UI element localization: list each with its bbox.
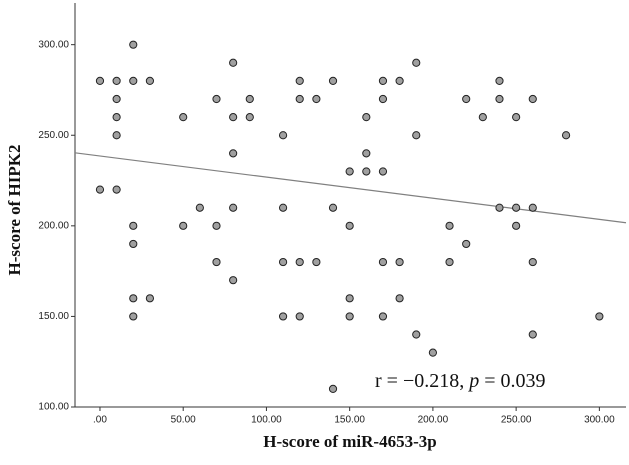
point: [512, 113, 521, 122]
point: [462, 239, 471, 249]
point: [229, 276, 238, 285]
point: [112, 131, 121, 140]
point: [295, 94, 304, 104]
point: [229, 203, 238, 212]
point: [378, 312, 388, 321]
point: [145, 294, 155, 303]
x-tick-label: 250.00: [501, 415, 532, 426]
point: [378, 76, 388, 86]
y-tick-label: 250.00: [38, 130, 69, 141]
point: [528, 257, 537, 267]
point: [278, 312, 288, 321]
fit-line: [74, 152, 627, 224]
y-tick-label: 150.00: [38, 311, 69, 322]
point: [345, 294, 354, 303]
point: [345, 312, 354, 321]
point: [528, 203, 537, 212]
point: [195, 203, 204, 212]
point: [378, 167, 388, 176]
point: [129, 294, 138, 303]
point: [245, 94, 254, 104]
annotation-part: r = −0.218,: [375, 370, 469, 392]
annotation-part: = 0.039: [479, 370, 545, 392]
x-tick-label: .00: [93, 415, 107, 426]
point: [362, 113, 371, 122]
point: [129, 312, 138, 321]
y-axis-title: H-score of HIPK2: [5, 145, 24, 276]
point: [395, 294, 404, 303]
point: [328, 203, 338, 212]
point: [512, 221, 521, 230]
point: [112, 113, 121, 122]
point: [478, 113, 487, 122]
point: [561, 131, 571, 140]
point: [412, 58, 421, 67]
point: [95, 76, 105, 86]
point: [278, 257, 288, 267]
annotation: r = −0.218, p = 0.039: [375, 370, 546, 392]
point: [229, 149, 238, 158]
point: [412, 330, 421, 339]
point: [595, 312, 604, 321]
point: [312, 257, 321, 267]
point: [378, 94, 388, 104]
point: [445, 257, 454, 267]
point: [112, 94, 121, 104]
point: [112, 185, 121, 194]
point: [295, 312, 304, 321]
point: [495, 94, 504, 104]
annotation-part: p: [467, 370, 479, 392]
point: [112, 76, 121, 86]
point: [362, 167, 371, 176]
point: [295, 257, 304, 267]
x-tick-label: 150.00: [334, 415, 365, 426]
point: [462, 94, 471, 104]
point: [278, 203, 288, 212]
point: [528, 330, 537, 339]
point: [495, 76, 504, 86]
point: [312, 94, 321, 104]
point: [395, 76, 404, 86]
point: [179, 113, 188, 122]
point: [428, 348, 438, 357]
point: [495, 203, 504, 212]
x-axis-title: H-score of miR-4653-3p: [263, 432, 436, 451]
x-tick-label: 300.00: [584, 415, 615, 426]
point: [345, 221, 354, 230]
x-tick-label: 200.00: [418, 415, 449, 426]
point: [212, 257, 221, 267]
point: [129, 40, 138, 49]
point: [512, 203, 521, 212]
point: [145, 76, 155, 86]
y-tick-label: 300.00: [38, 39, 69, 50]
point: [245, 113, 254, 122]
point: [345, 167, 354, 176]
point: [395, 257, 404, 267]
point: [229, 58, 238, 67]
point: [179, 221, 188, 230]
y-tick-label: 200.00: [38, 220, 69, 231]
y-tick-label: 100.00: [38, 402, 69, 413]
point: [328, 76, 338, 86]
point: [295, 76, 304, 86]
point: [129, 221, 138, 230]
point: [229, 113, 238, 122]
point: [212, 221, 221, 230]
point: [528, 94, 537, 104]
point: [362, 149, 371, 158]
point: [129, 239, 138, 249]
point: [278, 131, 288, 140]
x-tick-label: 50.00: [171, 415, 196, 426]
x-tick-label: 100.00: [251, 415, 282, 426]
point: [412, 131, 421, 140]
point: [212, 94, 221, 104]
point: [328, 384, 338, 393]
point: [378, 257, 388, 267]
point: [129, 76, 138, 86]
point: [445, 221, 454, 230]
point: [95, 185, 105, 194]
